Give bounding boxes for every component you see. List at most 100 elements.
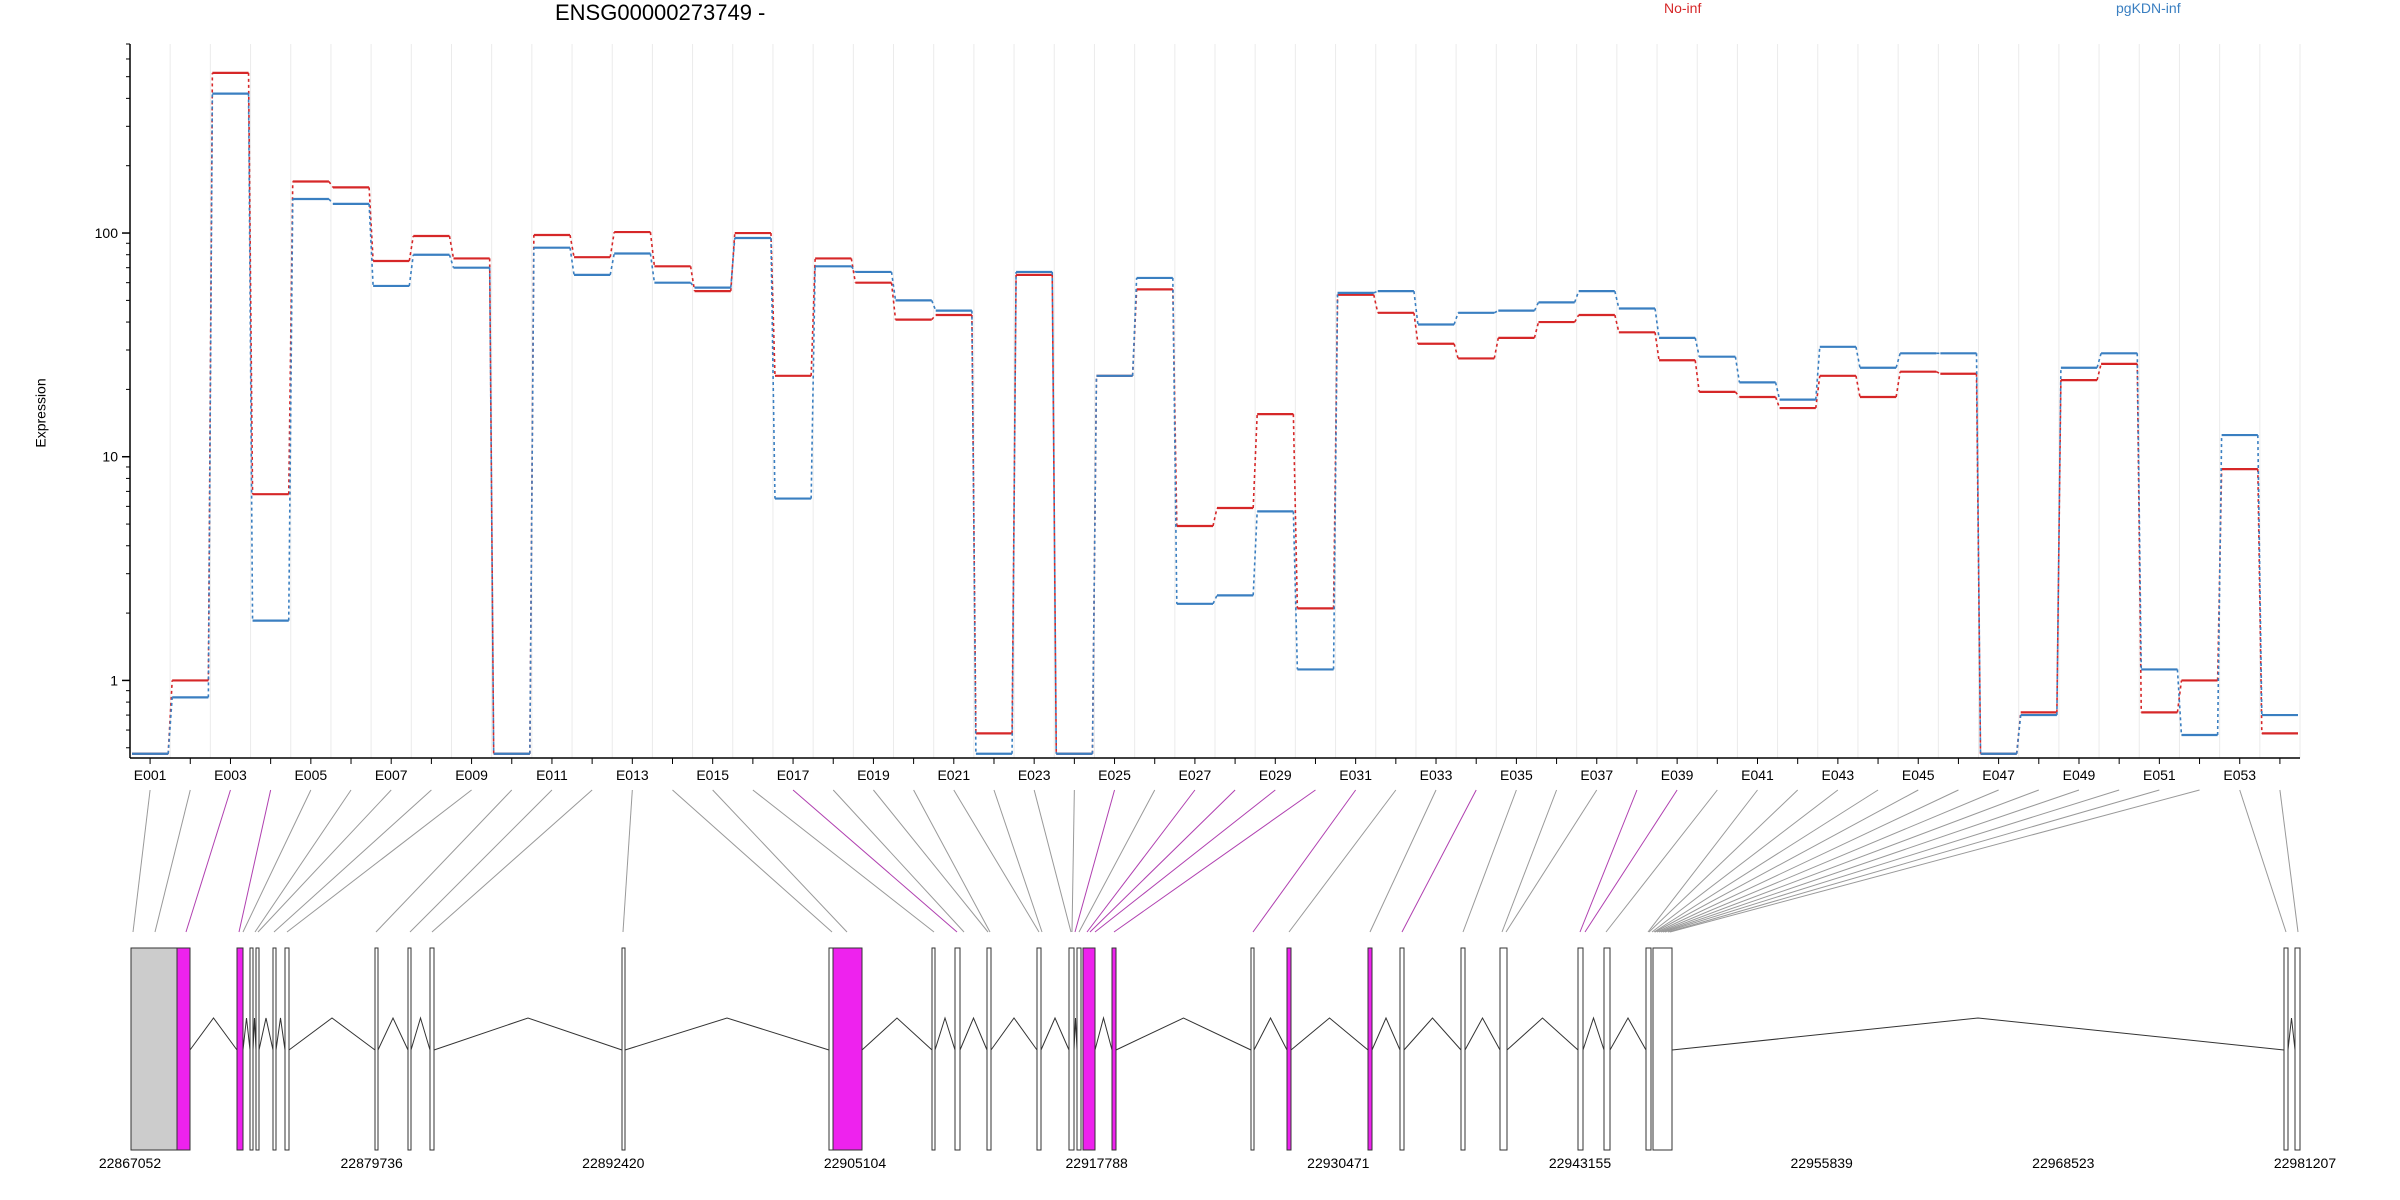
x-tick-label: E037 <box>1580 767 1613 783</box>
exon-connector <box>1667 789 2160 933</box>
series-1-connector <box>2216 435 2223 736</box>
exon-connector <box>242 789 312 933</box>
series-1-connector <box>408 254 415 287</box>
exon-connector <box>1078 789 1156 933</box>
series-0-connector <box>1051 274 1058 754</box>
x-tick-label: E001 <box>134 767 167 783</box>
exon-block <box>1286 947 1292 1151</box>
series-0-connector <box>810 258 816 376</box>
series-1-connector <box>770 238 776 499</box>
series-0-connector <box>1694 360 1701 392</box>
intron-line <box>934 1016 956 1051</box>
series-0-connector <box>1292 414 1299 609</box>
genomic-tick-label: 22981207 <box>2274 1155 2337 1171</box>
series-1-connector <box>1091 375 1098 754</box>
exon-block <box>1399 947 1405 1151</box>
series-0-connector <box>1533 321 1540 339</box>
intron-line <box>1115 1017 1252 1051</box>
series-1-connector <box>1734 356 1741 383</box>
series-1-connector <box>850 265 856 273</box>
y-tick-label: 1 <box>110 672 118 688</box>
series-1-connector <box>649 253 656 283</box>
exon-connector <box>622 789 633 933</box>
exon-block <box>986 947 992 1151</box>
exon-connector <box>1505 789 1598 933</box>
x-tick-label: E025 <box>1098 767 1131 783</box>
series-1-connector <box>1493 309 1499 314</box>
series-0-connector <box>1573 314 1580 323</box>
exon-connector <box>1089 789 1236 933</box>
x-tick-label: E013 <box>616 767 649 783</box>
exon-block <box>832 947 863 1151</box>
exon-connector <box>792 789 958 933</box>
series-1-connector <box>1814 346 1821 400</box>
series-0-connector <box>890 282 897 320</box>
genomic-tick-label: 22905104 <box>824 1155 887 1171</box>
exon-connector <box>1654 789 1919 933</box>
x-tick-label: E035 <box>1500 767 1533 783</box>
series-1-connector <box>247 93 254 621</box>
exon-block <box>1250 947 1255 1151</box>
x-tick-label: E045 <box>1902 767 1935 783</box>
exon-connector <box>2279 789 2299 933</box>
series-1-connector <box>1292 511 1299 670</box>
exon-connector <box>1584 789 1678 933</box>
genomic-tick-label: 22917788 <box>1066 1155 1129 1171</box>
x-tick-label: E053 <box>2223 767 2256 783</box>
y-tick-label: 10 <box>102 449 118 465</box>
exon-block <box>429 947 435 1151</box>
x-tick-label: E023 <box>1018 767 1051 783</box>
series-0-connector <box>247 72 254 495</box>
exon-block <box>1603 947 1611 1151</box>
intron-line <box>1609 1016 1647 1051</box>
y-tick-label: 100 <box>95 225 119 241</box>
exon-block <box>1460 947 1466 1151</box>
intron-line <box>1671 1017 2285 1051</box>
series-1-connector <box>1131 277 1138 376</box>
exon-block <box>284 947 290 1151</box>
exon-connector <box>1074 789 1116 933</box>
exon-connector <box>2239 789 2287 933</box>
intron-line <box>1094 1016 1113 1051</box>
x-tick-label: E017 <box>777 767 810 783</box>
exon-connector <box>1669 789 2200 933</box>
exon-connector <box>1033 789 1072 933</box>
intron-line <box>624 1017 830 1051</box>
intron-line <box>410 1016 431 1051</box>
series-1-connector <box>529 247 535 754</box>
series-1-connector <box>1453 312 1459 325</box>
exon-block <box>255 947 260 1151</box>
series-0-connector <box>1774 396 1781 409</box>
x-tick-label: E021 <box>937 767 970 783</box>
exon-connector <box>1653 789 1879 933</box>
series-1-connector <box>2257 435 2263 716</box>
exon-block <box>1652 947 1673 1151</box>
genomic-tick-label: 22879736 <box>341 1155 404 1171</box>
exon-connector <box>1664 789 2120 933</box>
exon-connector <box>913 789 991 933</box>
intron-line <box>433 1017 623 1051</box>
series-1-connector <box>1212 595 1218 605</box>
series-0-connector <box>1895 371 1901 398</box>
genomic-tick-label: 22943155 <box>1549 1155 1612 1171</box>
exon-connector <box>1651 789 1839 933</box>
exon-block <box>621 947 626 1151</box>
series-1-connector <box>1332 292 1339 670</box>
exon-connector <box>1369 789 1437 933</box>
series-1-connector <box>930 300 937 311</box>
x-tick-label: E015 <box>696 767 729 783</box>
exon-block <box>1111 947 1117 1151</box>
series-1-connector <box>328 198 334 205</box>
series-0-connector <box>931 314 937 321</box>
series-0-connector <box>1734 391 1741 398</box>
series-0-connector <box>1011 274 1017 734</box>
exon-connector <box>832 789 965 933</box>
series-1-connector <box>1533 301 1540 311</box>
intron-line <box>861 1017 933 1051</box>
series-0-connector <box>1453 343 1459 359</box>
x-tick-label: E003 <box>214 767 247 783</box>
exon-block <box>2294 947 2301 1151</box>
exon-connector <box>1401 789 1477 933</box>
exon-block <box>1367 947 1373 1151</box>
exon-connector <box>1656 789 1959 933</box>
